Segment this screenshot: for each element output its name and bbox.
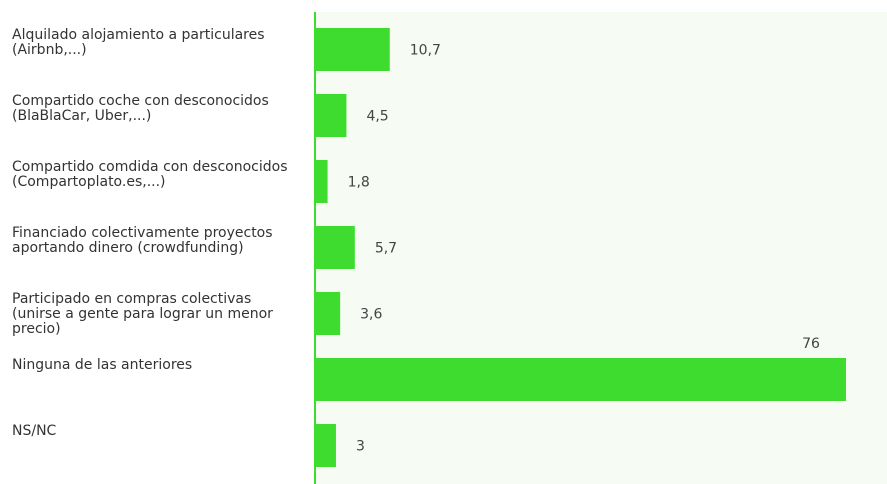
value-label-6: 3 bbox=[356, 439, 365, 455]
value-label-1: 4,5 bbox=[366, 109, 388, 125]
bar-0 bbox=[315, 28, 390, 71]
value-labels-group: 10,7 4,5 1,8 5,7 3,6 76 3 bbox=[348, 43, 820, 455]
category-label-1: Compartido coche con desconocidos (BlaBl… bbox=[12, 93, 269, 124]
bar-5 bbox=[315, 358, 846, 401]
value-label-3: 5,7 bbox=[375, 241, 397, 257]
category-label-0: Alquilado alojamiento a particulares (Ai… bbox=[12, 27, 265, 58]
bars-group bbox=[315, 28, 846, 467]
value-label-4: 3,6 bbox=[360, 307, 382, 323]
plot-background bbox=[315, 12, 887, 484]
category-label-4: Participado en compras colectivas (unirs… bbox=[12, 291, 273, 337]
value-label-5: 76 bbox=[802, 336, 820, 352]
category-label-5: Ninguna de las anteriores bbox=[12, 357, 193, 373]
category-label-6: NS/NC bbox=[12, 423, 57, 439]
value-label-0: 10,7 bbox=[410, 43, 441, 59]
bar-4 bbox=[315, 292, 341, 335]
bar-1 bbox=[315, 94, 347, 137]
category-label-2: Compartido comdida con desconocidos (Com… bbox=[12, 159, 288, 190]
category-label-3: Financiado colectivamente proyectos apor… bbox=[12, 225, 273, 256]
value-label-2: 1,8 bbox=[348, 175, 370, 191]
bar-3 bbox=[315, 226, 355, 269]
bar-6 bbox=[315, 424, 336, 467]
bar-2 bbox=[315, 160, 328, 203]
